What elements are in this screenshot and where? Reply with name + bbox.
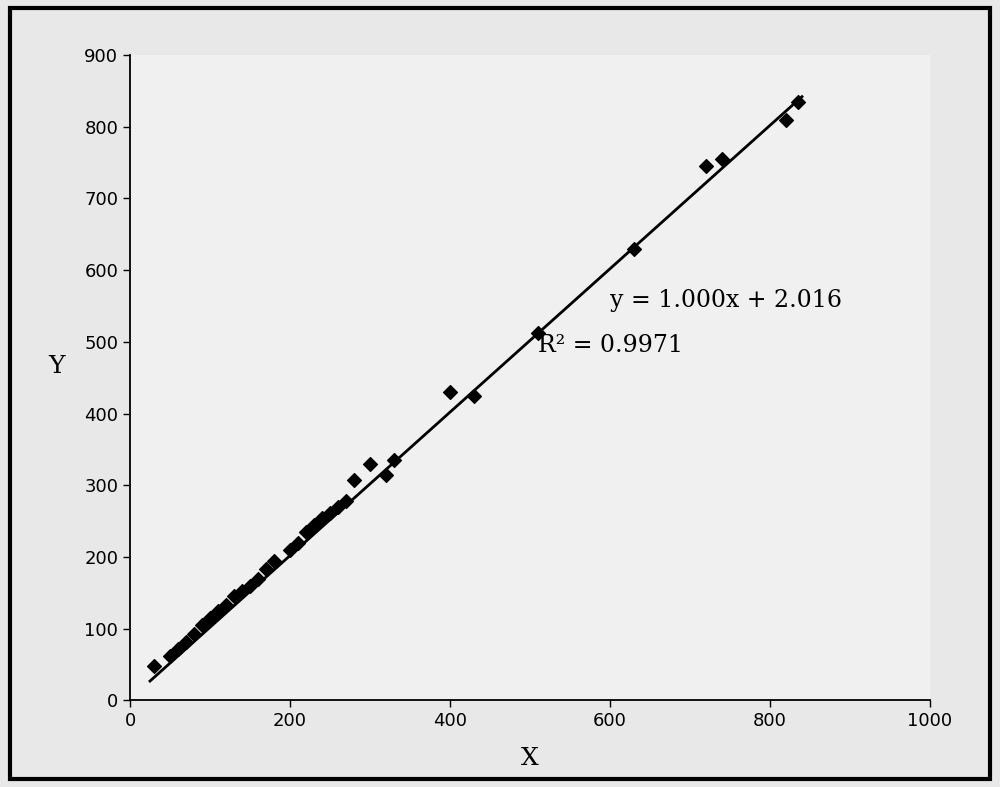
Point [218, 599, 234, 611]
Point [234, 586, 250, 598]
Point [194, 619, 210, 631]
Text: y = 1.000x + 2.016: y = 1.000x + 2.016 [610, 289, 842, 312]
Point [250, 572, 266, 585]
Point [626, 242, 642, 255]
Point [258, 563, 274, 575]
Point [266, 554, 282, 567]
Point [466, 390, 482, 402]
Point [314, 512, 330, 524]
Point [378, 468, 394, 481]
Point [210, 604, 226, 617]
Point [290, 537, 306, 549]
Point [202, 611, 218, 624]
Point [330, 501, 346, 513]
Point [306, 519, 322, 531]
Point [530, 327, 546, 340]
Point [170, 642, 186, 655]
Point [242, 579, 258, 592]
Text: R² = 0.9971: R² = 0.9971 [538, 334, 682, 357]
Point [298, 526, 314, 538]
Point [178, 635, 194, 648]
Point [186, 628, 202, 641]
Point [338, 495, 354, 508]
Point [386, 454, 402, 467]
Point [346, 473, 362, 486]
Point [362, 457, 378, 470]
Point [698, 160, 714, 172]
Point [282, 544, 298, 556]
Point [162, 650, 178, 663]
Point [442, 386, 458, 398]
Point [146, 660, 162, 672]
Y-axis label: Y: Y [48, 355, 65, 378]
Point [714, 153, 730, 165]
Point [226, 590, 242, 603]
Point [778, 113, 794, 126]
Point [322, 506, 338, 519]
Point [790, 95, 806, 108]
X-axis label: X: X [521, 747, 539, 770]
